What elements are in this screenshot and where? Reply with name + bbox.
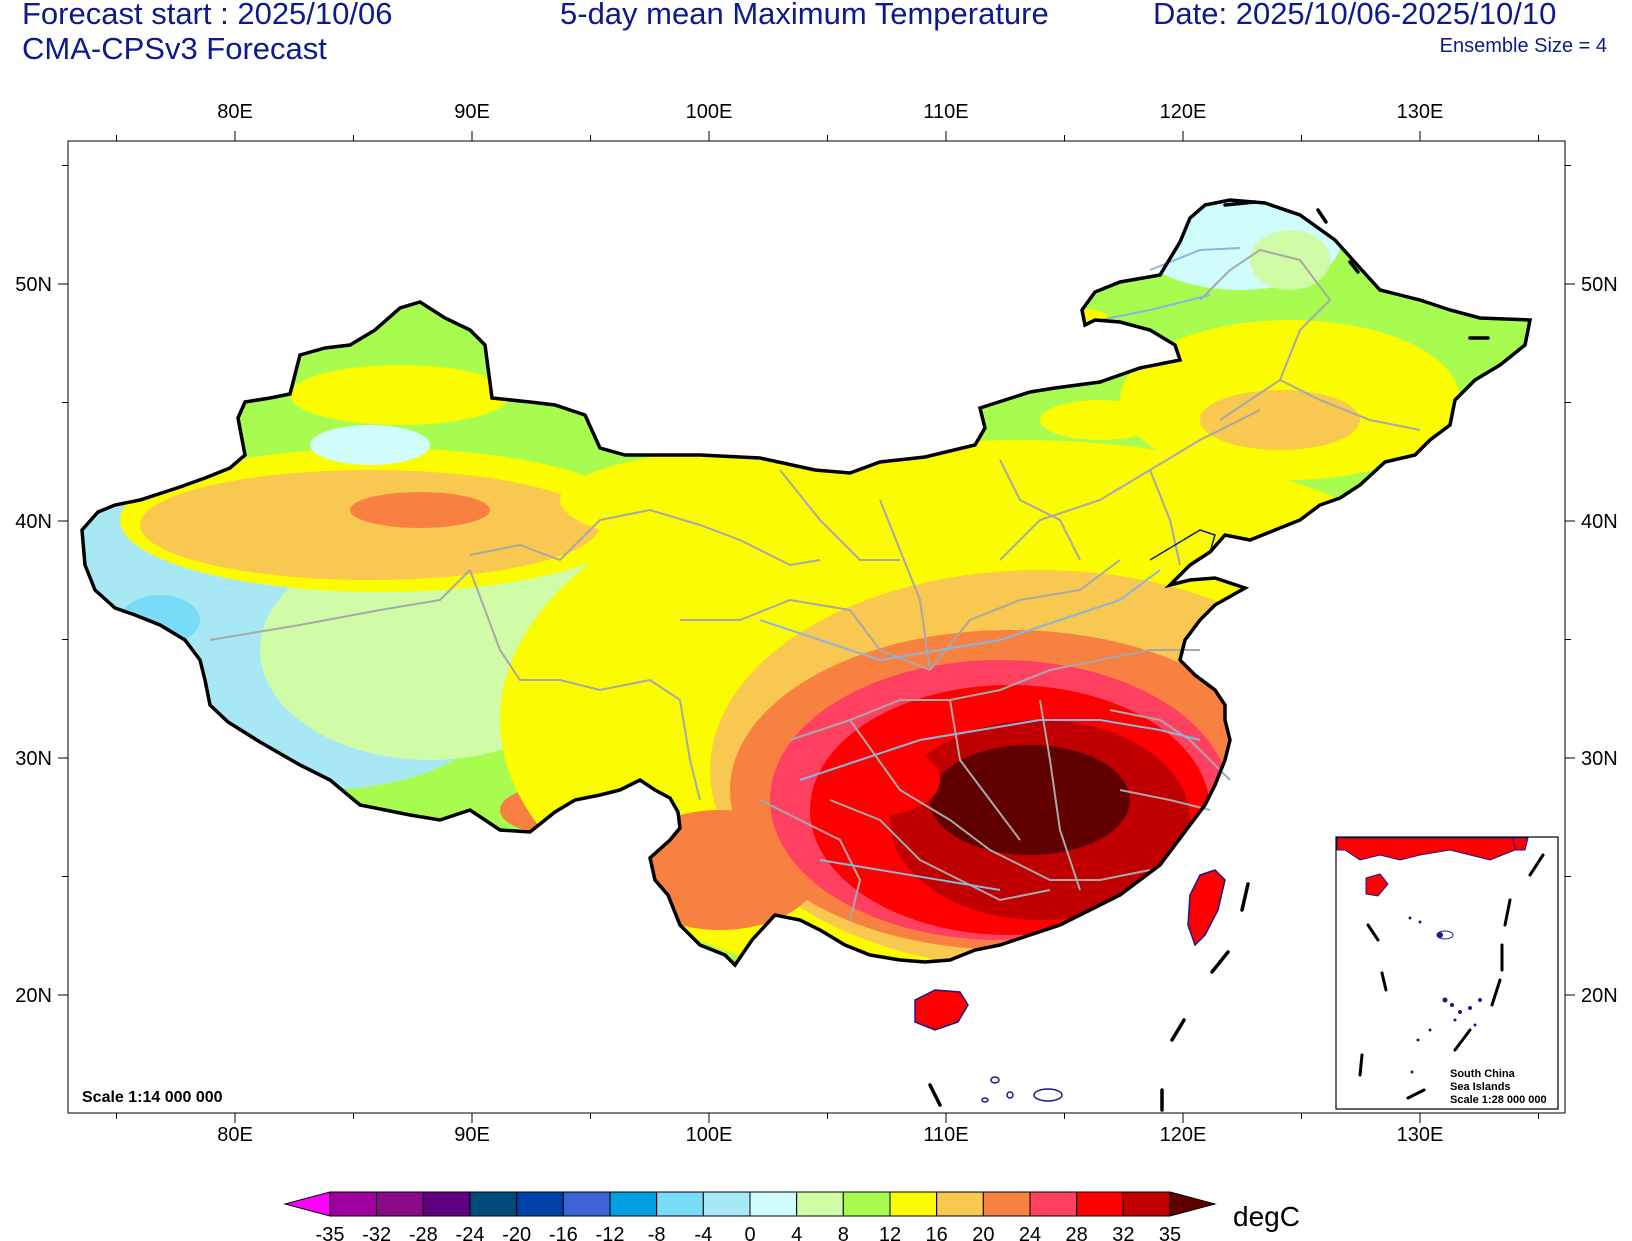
lat-label-left: 30N <box>15 748 52 770</box>
colorbar-swatch <box>609 1191 658 1217</box>
lon-label-top: 80E <box>217 101 253 123</box>
lat-label-left: 40N <box>15 511 52 533</box>
colorbar-swatch <box>656 1191 704 1217</box>
colorbar-swatch <box>982 1191 1031 1217</box>
colorbar-low-arrow <box>283 1191 331 1217</box>
taiwan-island <box>1187 869 1226 947</box>
china-border <box>80 198 1533 968</box>
colorbar-label: -28 <box>409 1224 438 1241</box>
lon-label-top: 130E <box>1397 101 1444 123</box>
bohai-coast <box>1149 529 1216 561</box>
model-label: CMA-CPSv3 Forecast <box>22 31 327 66</box>
colorbar-label: 12 <box>879 1224 901 1241</box>
map-title: 5-day mean Maximum Temperature <box>560 0 1049 31</box>
colorbar-label: 32 <box>1112 1224 1134 1241</box>
lat-label-left: 20N <box>15 985 52 1007</box>
colorbar-swatch <box>702 1191 751 1217</box>
date-range-label: Date: 2025/10/06-2025/10/10 <box>1153 0 1557 31</box>
lon-label-bottom: 100E <box>686 1124 733 1146</box>
lon-label-bottom: 110E <box>923 1124 968 1146</box>
colorbar-label: 28 <box>1066 1224 1088 1241</box>
scale-label: Scale 1:14 000 000 <box>82 1089 223 1106</box>
colorbar-label: -8 <box>648 1224 666 1241</box>
colorbar-label: -12 <box>596 1224 625 1241</box>
colorbar-label: 35 <box>1159 1224 1181 1241</box>
colorbar-swatch <box>842 1191 891 1217</box>
nine-dash-line <box>928 200 1490 1112</box>
colorbar-label: 24 <box>1019 1224 1041 1241</box>
lat-label-right: 40N <box>1581 511 1618 533</box>
colorbar-label: 8 <box>838 1224 849 1241</box>
colorbar-swatch <box>1029 1191 1078 1217</box>
colorbar-label: -24 <box>456 1224 485 1241</box>
inset-map: South China Sea Islands Scale 1:28 000 0… <box>1335 836 1559 1110</box>
hainan-island <box>914 989 969 1031</box>
colorbar-swatch <box>1076 1191 1124 1217</box>
colorbar-label: -16 <box>549 1224 578 1241</box>
colorbar-swatch <box>422 1191 471 1217</box>
colorbar-label: 4 <box>791 1224 802 1241</box>
colorbar-swatch <box>376 1191 424 1217</box>
forecast-start-label: Forecast start : 2025/10/06 <box>22 0 393 31</box>
lon-label-bottom: 130E <box>1397 1124 1444 1146</box>
colorbar-swatch <box>889 1191 938 1217</box>
inset-title-line2: Sea Islands <box>1450 1081 1511 1093</box>
ensemble-size-label: Ensemble Size = 4 <box>1439 35 1607 57</box>
lon-label-top: 90E <box>454 101 490 123</box>
lon-label-top: 110E <box>923 101 968 123</box>
lon-label-bottom: 120E <box>1160 1124 1207 1146</box>
colorbar-swatch <box>936 1191 984 1217</box>
colorbar-swatch <box>562 1191 611 1217</box>
colorbar-label: 20 <box>972 1224 994 1241</box>
lat-label-right: 50N <box>1581 274 1618 296</box>
province-boundaries <box>209 248 1421 921</box>
colorbar-label: 16 <box>926 1224 948 1241</box>
colorbar-swatch <box>329 1191 378 1217</box>
colorbar-label: 0 <box>744 1224 755 1241</box>
colorbar-swatch <box>516 1191 564 1217</box>
colorbar-high-arrow <box>1169 1191 1217 1217</box>
colorbar-label: -4 <box>694 1224 712 1241</box>
rivers <box>759 247 1241 891</box>
lon-label-bottom: 80E <box>217 1124 253 1146</box>
colorbar-swatch <box>1122 1191 1171 1217</box>
colorbar-unit: degC <box>1233 1201 1300 1232</box>
inset-scale: Scale 1:28 000 000 <box>1450 1094 1547 1106</box>
south-sea-islands <box>981 1076 1063 1103</box>
colorbar: -35 -32 -28 -24 -20 -16 -12 -8 -4 0 4 8 12 16 20 24 28 32… <box>283 1191 1217 1241</box>
colorbar-swatch <box>749 1191 798 1217</box>
axis-ticks <box>58 131 1575 1123</box>
colorbar-label: -32 <box>362 1224 391 1241</box>
colorbar-swatch <box>469 1191 518 1217</box>
lon-label-bottom: 90E <box>454 1124 490 1146</box>
lon-label-top: 120E <box>1160 101 1207 123</box>
axis-tick-labels: 80E 80E 90E 90E 100E 100E 110E 110E 120E 120E 130E… <box>15 101 1617 1146</box>
colorbar-label: -20 <box>502 1224 531 1241</box>
lat-label-left: 50N <box>15 274 52 296</box>
lon-label-top: 100E <box>686 101 733 123</box>
colorbar-swatch <box>796 1191 844 1217</box>
lat-label-right: 20N <box>1581 985 1618 1007</box>
inset-title-line1: South China <box>1450 1068 1516 1080</box>
colorbar-label: -35 <box>316 1224 345 1241</box>
lat-label-right: 30N <box>1581 748 1618 770</box>
